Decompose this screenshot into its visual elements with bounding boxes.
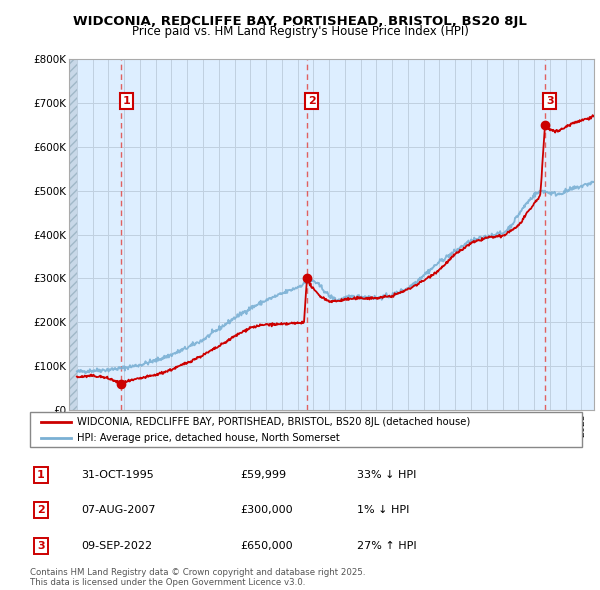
- Text: 3: 3: [546, 96, 554, 106]
- Text: WIDCONIA, REDCLIFFE BAY, PORTISHEAD, BRISTOL, BS20 8JL: WIDCONIA, REDCLIFFE BAY, PORTISHEAD, BRI…: [73, 15, 527, 28]
- Text: 27% ↑ HPI: 27% ↑ HPI: [357, 541, 416, 550]
- Text: 31-OCT-1995: 31-OCT-1995: [81, 470, 154, 480]
- Text: £59,999: £59,999: [240, 470, 286, 480]
- Text: £300,000: £300,000: [240, 506, 293, 515]
- Text: 2: 2: [308, 96, 316, 106]
- Text: 33% ↓ HPI: 33% ↓ HPI: [357, 470, 416, 480]
- Text: 1: 1: [37, 470, 44, 480]
- Text: HPI: Average price, detached house, North Somerset: HPI: Average price, detached house, Nort…: [77, 434, 340, 443]
- Text: 1: 1: [122, 96, 130, 106]
- Bar: [69, 59, 77, 410]
- Text: Contains HM Land Registry data © Crown copyright and database right 2025.
This d: Contains HM Land Registry data © Crown c…: [30, 568, 365, 587]
- Text: WIDCONIA, REDCLIFFE BAY, PORTISHEAD, BRISTOL, BS20 8JL (detached house): WIDCONIA, REDCLIFFE BAY, PORTISHEAD, BRI…: [77, 417, 470, 427]
- Text: 07-AUG-2007: 07-AUG-2007: [81, 506, 155, 515]
- Text: 3: 3: [37, 541, 44, 550]
- Text: 09-SEP-2022: 09-SEP-2022: [81, 541, 152, 550]
- Text: Price paid vs. HM Land Registry's House Price Index (HPI): Price paid vs. HM Land Registry's House …: [131, 25, 469, 38]
- Text: 1% ↓ HPI: 1% ↓ HPI: [357, 506, 409, 515]
- Text: 2: 2: [37, 506, 44, 515]
- Text: £650,000: £650,000: [240, 541, 293, 550]
